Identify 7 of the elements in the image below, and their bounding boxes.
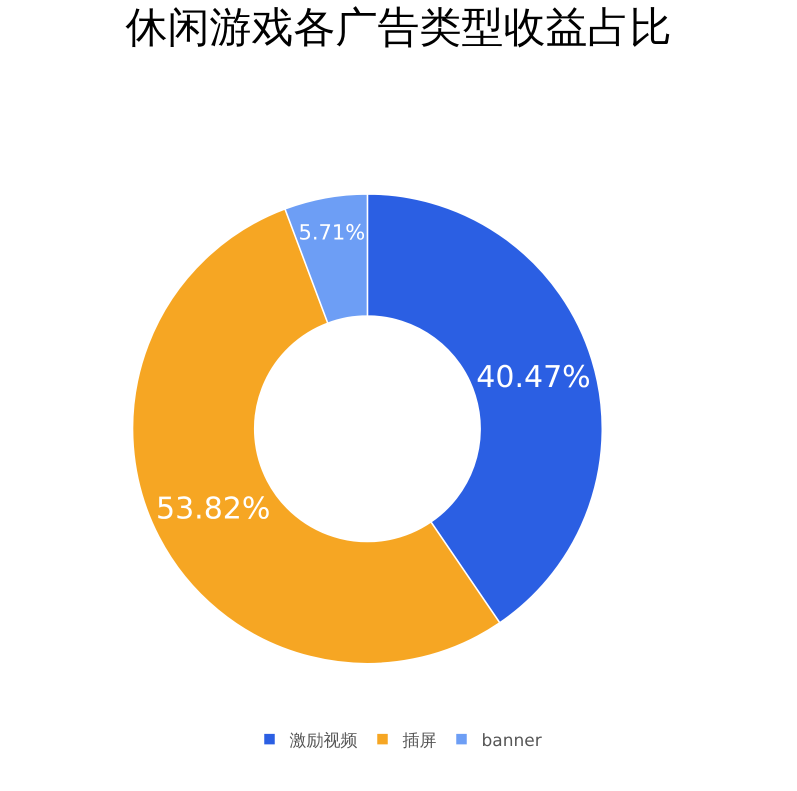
data-label: 53.82% [156, 491, 270, 526]
chart-title: 休闲游戏各广告类型收益占比 [126, 2, 672, 52]
legend-label: banner [482, 730, 542, 751]
legend-label: 激励视频 [290, 730, 358, 751]
data-label: 5.71% [298, 219, 366, 244]
data-label: 40.47% [476, 360, 591, 396]
legend-label: 插屏 [402, 730, 436, 751]
